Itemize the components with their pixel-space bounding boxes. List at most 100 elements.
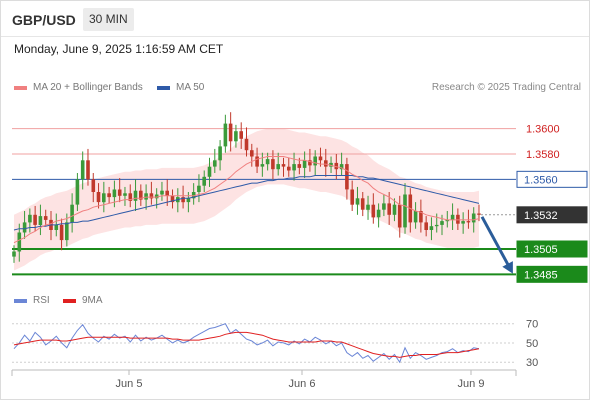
candle-body-55 — [302, 160, 307, 168]
rsi-ma-line — [13, 331, 480, 358]
candle-body-43 — [239, 131, 243, 139]
level-tag-1.3560 — [516, 170, 588, 188]
candle-body-37 — [207, 166, 212, 177]
candle-body-4 — [33, 214, 37, 225]
research-credit: Research © 2025 Trading Central — [431, 82, 581, 93]
legend-ma50: MA 50 — [157, 82, 204, 93]
rsi-tick-50: 50 — [526, 338, 538, 350]
x-tick-label-2: Jun 9 — [458, 378, 485, 390]
candle-body-11 — [70, 204, 74, 223]
legend-rsi-ma: 9MA — [63, 295, 103, 306]
candle-body-1 — [17, 232, 22, 252]
candle-body-62 — [339, 164, 344, 170]
candle-body-88 — [477, 213, 481, 215]
candle-body-60 — [329, 162, 333, 167]
forecast-arrow-head — [502, 261, 513, 274]
candle-body-33 — [186, 198, 191, 203]
candle-body-16 — [96, 192, 101, 203]
legend-rsi-label: RSI — [33, 295, 50, 306]
candle-body-50 — [276, 164, 280, 170]
candle-body-48 — [265, 159, 270, 165]
legend-ma20: MA 20 + Bollinger Bands — [14, 82, 143, 93]
candle-body-78 — [424, 222, 428, 230]
candle-body-86 — [466, 221, 471, 223]
candle-body-6 — [43, 216, 48, 220]
candle-body-71 — [387, 203, 391, 215]
forecast-arrow-shaft — [480, 216, 512, 270]
candle-body-23 — [133, 190, 138, 201]
legend-ma50-label: MA 50 — [176, 82, 205, 93]
legend-rsi: RSI — [14, 295, 50, 306]
legend-ma20-swatch — [14, 85, 27, 90]
level-tag-1.3532 — [516, 206, 588, 224]
candle-body-76 — [413, 211, 418, 223]
candle-body-19 — [112, 189, 117, 198]
candle-body-42 — [234, 131, 238, 142]
candle-body-15 — [91, 179, 96, 192]
candle-body-70 — [382, 203, 386, 210]
candle-body-84 — [456, 214, 460, 224]
candle-body-54 — [297, 164, 302, 168]
candle-body-41 — [228, 123, 233, 142]
bollinger-band — [14, 128, 479, 271]
candle-body-30 — [170, 195, 175, 203]
legend-ma20-label: MA 20 + Bollinger Bands — [33, 82, 143, 93]
candle-body-2 — [22, 222, 27, 233]
level-label-1.3600: 1.3600 — [526, 124, 560, 136]
level-tag-1.3485 — [516, 265, 588, 283]
candle-body-14 — [86, 160, 90, 180]
ma50-line — [13, 175, 480, 231]
candle-body-18 — [107, 193, 111, 198]
candle-body-56 — [308, 160, 312, 166]
candle-body-9 — [59, 224, 64, 241]
candle-body-8 — [54, 224, 59, 230]
candle-body-24 — [139, 190, 143, 200]
candle-body-85 — [461, 221, 465, 224]
legend-ma50-swatch — [157, 85, 170, 90]
candle-body-38 — [213, 160, 217, 167]
candle-body-82 — [445, 219, 450, 222]
rsi-tick-70: 70 — [526, 319, 538, 331]
level-label-1.3532: 1.3532 — [524, 210, 558, 222]
candle-body-69 — [376, 209, 381, 218]
candle-body-46 — [255, 156, 259, 167]
candle-body-61 — [334, 162, 339, 170]
candle-body-58 — [318, 156, 323, 161]
candle-body-32 — [181, 197, 185, 203]
level-tag-1.3505 — [516, 240, 588, 258]
candle-body-3 — [28, 214, 32, 223]
candle-body-20 — [117, 189, 122, 196]
candle-body-22 — [128, 193, 133, 201]
candle-body-79 — [429, 226, 434, 230]
candle-body-12 — [75, 179, 80, 205]
candle-body-10 — [65, 222, 69, 241]
candle-body-80 — [434, 224, 439, 227]
ma20-line — [13, 156, 480, 244]
candle-body-63 — [345, 164, 349, 190]
level-label-1.3580: 1.3580 — [526, 149, 560, 161]
candle-body-5 — [38, 216, 43, 225]
candle-body-74 — [403, 194, 407, 228]
candle-body-25 — [144, 193, 148, 200]
candle-body-45 — [250, 150, 254, 157]
timeframe-badge[interactable]: 30 MIN — [83, 8, 134, 31]
candle-body-21 — [123, 193, 127, 196]
candle-body-83 — [450, 214, 455, 220]
chart-datetime: Monday, June 9, 2025 1:16:59 AM CET — [14, 42, 224, 56]
candle-body-81 — [440, 221, 444, 225]
candle-body-64 — [350, 189, 354, 205]
candle-body-59 — [324, 160, 328, 167]
candle-body-52 — [287, 166, 291, 171]
candle-body-77 — [419, 211, 423, 223]
candle-body-26 — [149, 193, 154, 199]
candle-body-72 — [392, 204, 397, 215]
level-label-1.3560: 1.3560 — [524, 174, 558, 186]
candle-body-27 — [154, 194, 159, 199]
level-label-1.3505: 1.3505 — [524, 244, 558, 256]
candle-body-65 — [355, 198, 360, 205]
candle-body-17 — [102, 193, 106, 203]
candle-body-67 — [366, 204, 370, 210]
candle-body-68 — [371, 204, 376, 218]
candle-body-39 — [218, 146, 222, 161]
